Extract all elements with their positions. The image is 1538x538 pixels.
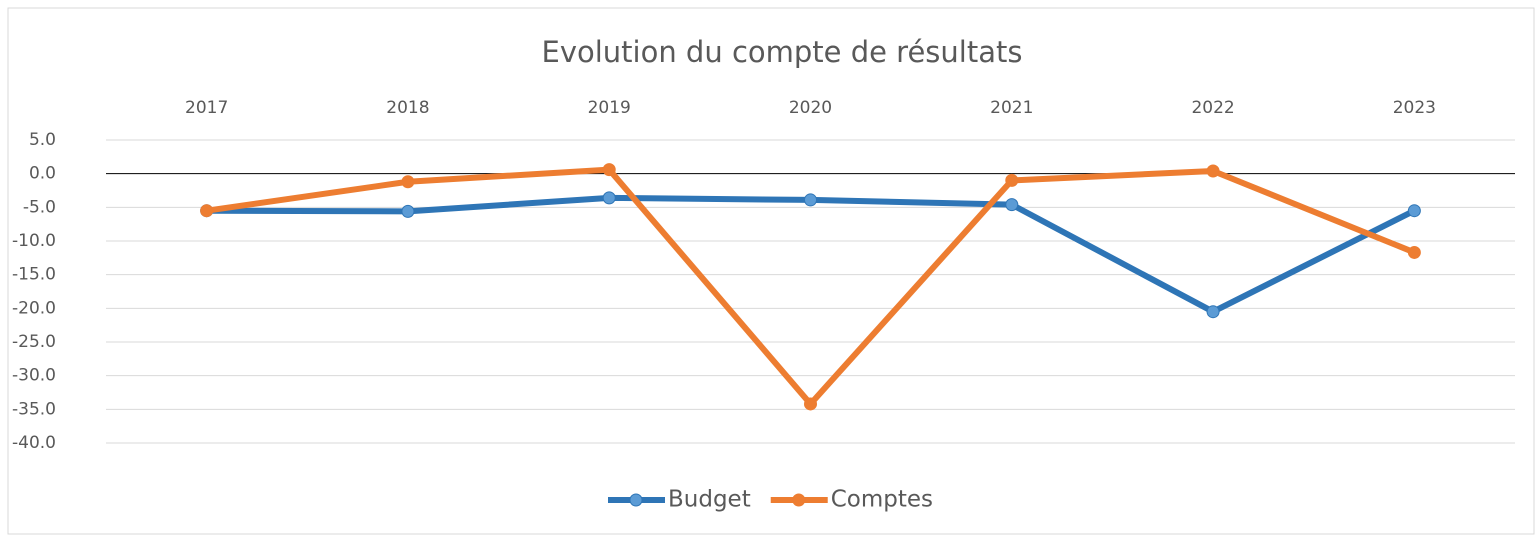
data-point — [1407, 245, 1421, 259]
chart-title: Evolution du compte de résultats — [542, 35, 1023, 69]
data-point — [1206, 305, 1220, 319]
data-point — [1005, 198, 1019, 212]
x-tick-label: 2022 — [1191, 98, 1234, 118]
data-point — [602, 191, 616, 205]
data-point — [401, 204, 415, 218]
data-point — [200, 204, 214, 218]
y-tick-label: -10.0 — [12, 231, 56, 251]
y-tick-label: -20.0 — [12, 298, 56, 318]
x-tick-label: 2017 — [185, 98, 228, 118]
x-tick-label: 2021 — [990, 98, 1033, 118]
legend-label: Comptes — [831, 487, 933, 513]
data-point — [1407, 204, 1421, 218]
data-point — [1206, 164, 1220, 178]
x-tick-label: 2018 — [386, 98, 429, 118]
x-tick-label: 2023 — [1393, 98, 1436, 118]
chart-border — [7, 7, 1535, 535]
y-tick-label: 0.0 — [29, 164, 56, 184]
legend-marker — [629, 493, 643, 507]
y-tick-label: -35.0 — [12, 399, 56, 419]
legend-marker — [792, 493, 806, 507]
y-tick-label: -25.0 — [12, 332, 56, 352]
data-point — [401, 175, 415, 189]
data-point — [804, 193, 817, 207]
y-tick-label: -15.0 — [12, 265, 56, 285]
x-tick-label: 2019 — [588, 98, 631, 118]
data-point — [602, 163, 616, 177]
y-tick-label: -30.0 — [12, 366, 56, 386]
data-point — [1005, 173, 1019, 187]
legend-label: Budget — [668, 487, 751, 513]
y-tick-label: 5.0 — [29, 130, 56, 150]
data-point — [804, 397, 817, 411]
x-tick-label: 2020 — [789, 98, 832, 118]
y-tick-label: -5.0 — [23, 197, 56, 217]
y-tick-label: -40.0 — [12, 433, 56, 453]
